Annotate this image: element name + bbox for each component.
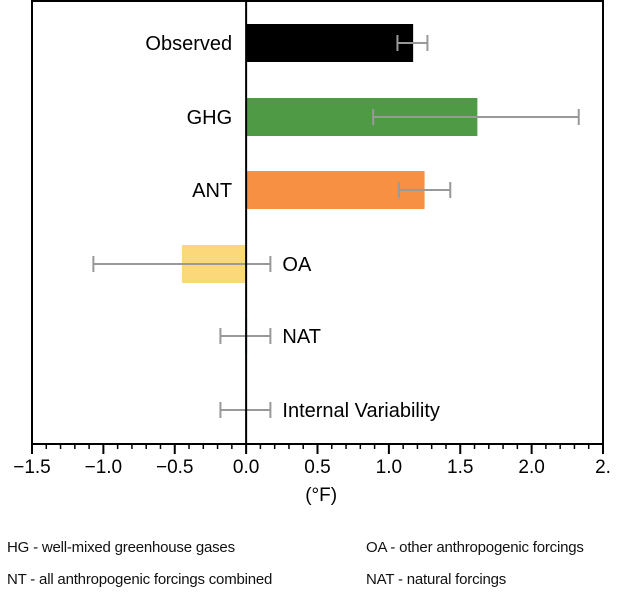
footnote-ant: NT - all anthropogenic forcings combined [7,571,273,588]
footnote-ghg: HG - well-mixed greenhouse gases [7,539,235,556]
category-label-nat: NAT [282,326,321,348]
error-bars-layer [92,35,580,418]
category-label-observed: Observed [145,33,232,55]
bars-layer [181,24,478,429]
bar-ant [246,171,425,209]
x-tick-label: 1.5 [447,457,473,478]
x-tick-label: 2. [595,457,611,478]
x-tick-label: 0.0 [233,457,259,478]
x-tick-label: −0.5 [156,457,194,478]
footnote-nat: NAT - natural forcings [366,571,507,588]
category-label-internal-variability: Internal Variability [282,400,439,422]
category-label-oa: OA [282,254,312,276]
category-label-ghg: GHG [187,107,233,129]
category-labels-layer: Observed GHG ANT OA NAT Internal Variability [145,33,439,422]
x-tick-label: −1.0 [85,457,123,478]
footnote-oa: OA - other anthropogenic forcings [366,539,584,556]
x-tick-label: 1.0 [376,457,402,478]
plot-frame [31,0,604,445]
x-tick-label: −1.5 [13,457,51,478]
x-axis-ticks: −1.5 −1.0 −0.5 0.0 0.5 1.0 1.5 2.0 2. [13,444,611,478]
x-axis-label: (°F) [305,485,337,506]
x-tick-label: 2.0 [518,457,544,478]
bar-observed [246,24,414,62]
category-label-ant: ANT [192,180,232,202]
x-tick-label: 0.5 [304,457,330,478]
